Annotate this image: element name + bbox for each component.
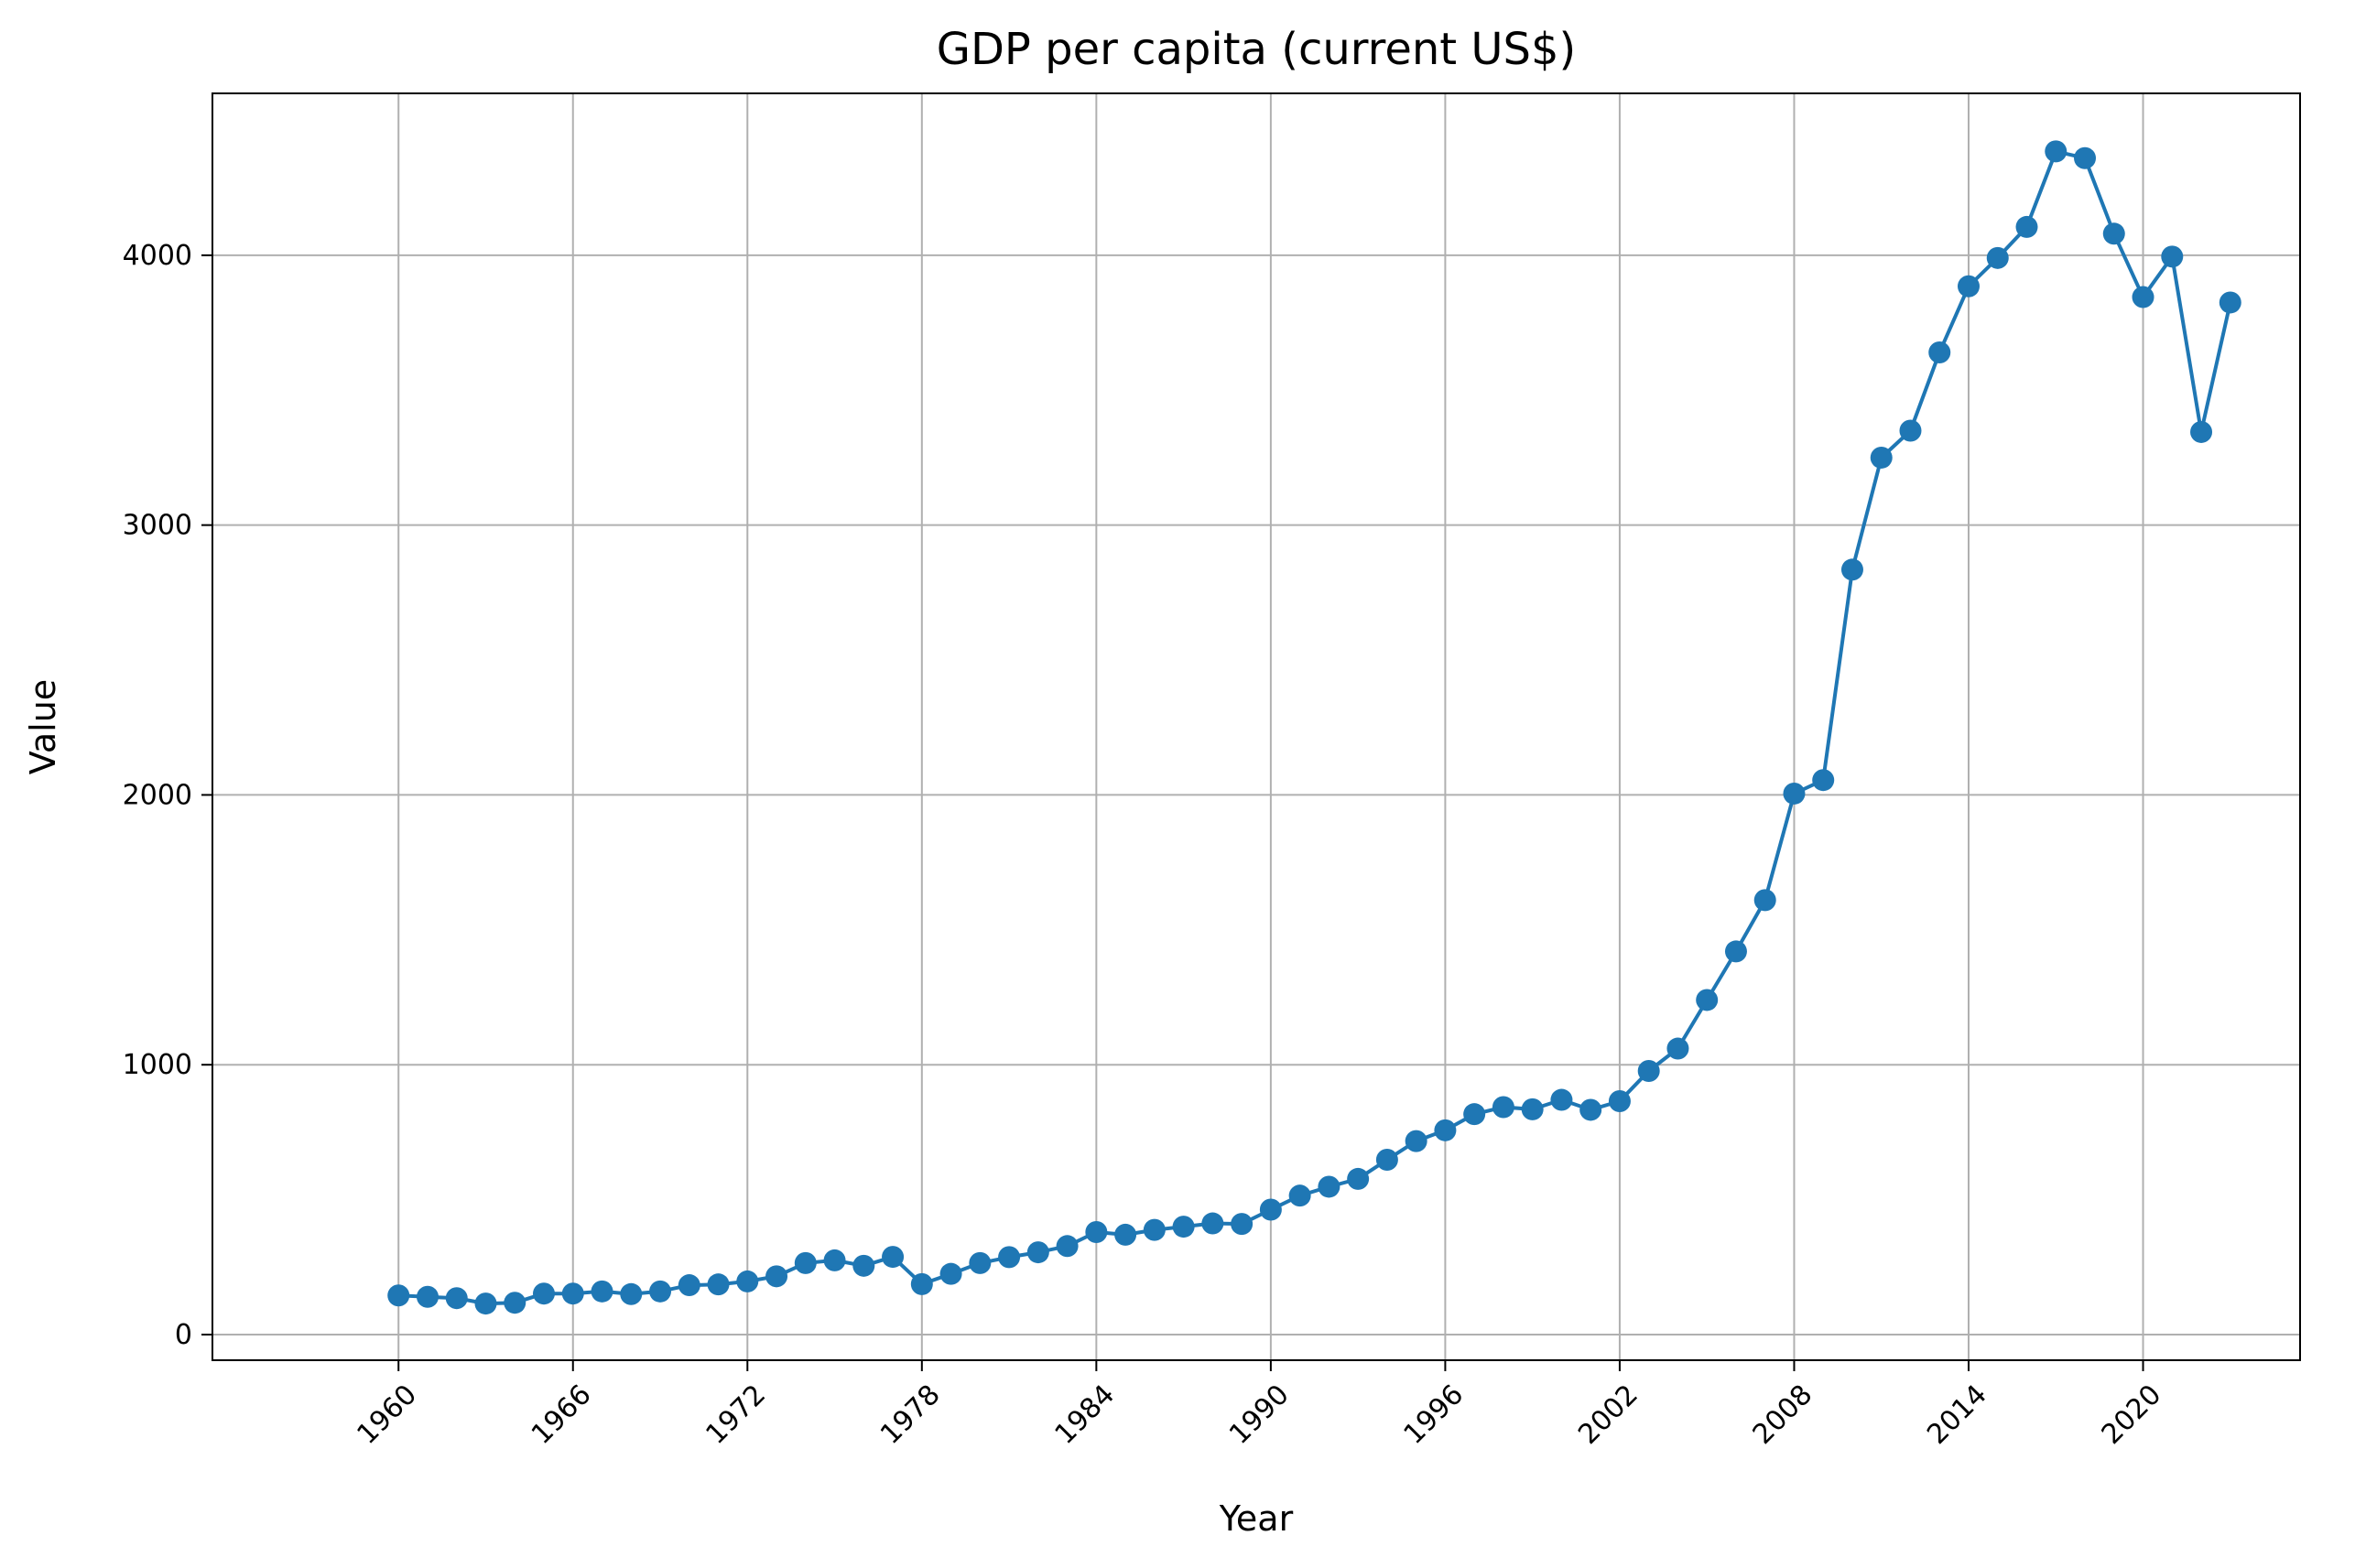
data-point bbox=[1143, 1218, 1166, 1241]
data-point bbox=[678, 1274, 700, 1297]
data-point bbox=[445, 1287, 468, 1310]
data-point bbox=[1463, 1103, 1486, 1126]
data-point bbox=[504, 1292, 526, 1314]
data-point bbox=[2045, 140, 2068, 163]
data-point bbox=[1550, 1088, 1573, 1111]
data-point bbox=[1521, 1098, 1544, 1120]
data-point bbox=[561, 1282, 584, 1305]
data-point bbox=[939, 1262, 962, 1285]
y-tick-label: 2000 bbox=[123, 779, 192, 811]
data-point bbox=[1492, 1096, 1514, 1119]
data-point bbox=[1347, 1167, 1370, 1190]
y-axis-label: Value bbox=[23, 679, 63, 774]
data-point bbox=[2015, 215, 2038, 238]
y-gridlines bbox=[212, 254, 2300, 1336]
data-point bbox=[1957, 275, 1980, 297]
data-point bbox=[707, 1273, 730, 1296]
series-line bbox=[398, 149, 2232, 1306]
data-point bbox=[1812, 769, 1835, 792]
data-point bbox=[1840, 558, 1863, 581]
data-point bbox=[1696, 989, 1719, 1011]
y-tick-label: 1000 bbox=[123, 1049, 192, 1081]
y-tick-label: 4000 bbox=[123, 240, 192, 272]
y-tick-label: 3000 bbox=[123, 510, 192, 542]
data-point bbox=[1870, 446, 1893, 469]
data-point bbox=[1114, 1223, 1137, 1246]
data-point bbox=[1259, 1198, 1282, 1221]
data-point bbox=[736, 1270, 759, 1292]
data-point bbox=[1085, 1220, 1108, 1243]
data-point bbox=[1434, 1119, 1457, 1141]
data-point bbox=[2190, 420, 2213, 443]
data-point bbox=[823, 1249, 846, 1271]
data-point bbox=[2132, 286, 2154, 308]
data-point bbox=[387, 1284, 410, 1307]
data-point bbox=[1288, 1184, 1311, 1207]
data-point bbox=[591, 1280, 613, 1303]
data-point bbox=[2161, 245, 2184, 268]
data-point bbox=[1928, 341, 1951, 363]
y-axis-ticks: 0 1000 2000 3000 4000 bbox=[123, 240, 212, 1351]
data-point bbox=[1753, 889, 1776, 912]
series-layer bbox=[387, 140, 2241, 1315]
data-point bbox=[969, 1251, 992, 1274]
data-point bbox=[2074, 146, 2097, 169]
data-point bbox=[533, 1282, 556, 1305]
data-point bbox=[1026, 1241, 1049, 1264]
data-point bbox=[649, 1280, 672, 1303]
data-point bbox=[416, 1285, 439, 1308]
data-point bbox=[1986, 246, 2009, 269]
chart-title: GDP per capita (current US$) bbox=[937, 24, 1576, 75]
data-point bbox=[1172, 1216, 1195, 1238]
plot-frame bbox=[212, 92, 2301, 1361]
data-point bbox=[1608, 1090, 1631, 1113]
data-point bbox=[2102, 222, 2125, 245]
data-point bbox=[1724, 940, 1747, 963]
data-point bbox=[1056, 1235, 1079, 1258]
data-point bbox=[1318, 1175, 1340, 1198]
data-point bbox=[1637, 1059, 1660, 1082]
data-point bbox=[2219, 291, 2241, 314]
data-point bbox=[474, 1292, 497, 1315]
data-point bbox=[620, 1282, 643, 1305]
data-point bbox=[765, 1265, 788, 1288]
data-point bbox=[1231, 1213, 1254, 1236]
data-point bbox=[1375, 1148, 1398, 1171]
data-point bbox=[910, 1272, 933, 1295]
data-point bbox=[1579, 1098, 1602, 1121]
data-point bbox=[852, 1254, 875, 1277]
data-point bbox=[794, 1251, 817, 1274]
y-tick-label: 0 bbox=[175, 1319, 192, 1351]
data-point bbox=[882, 1246, 905, 1269]
x-axis-label: Year bbox=[1219, 1498, 1294, 1539]
data-point bbox=[1899, 419, 1922, 442]
data-point bbox=[1405, 1130, 1427, 1152]
data-point bbox=[998, 1246, 1021, 1269]
data-point bbox=[1666, 1037, 1689, 1060]
data-point bbox=[1783, 782, 1806, 805]
data-point bbox=[1201, 1212, 1224, 1235]
